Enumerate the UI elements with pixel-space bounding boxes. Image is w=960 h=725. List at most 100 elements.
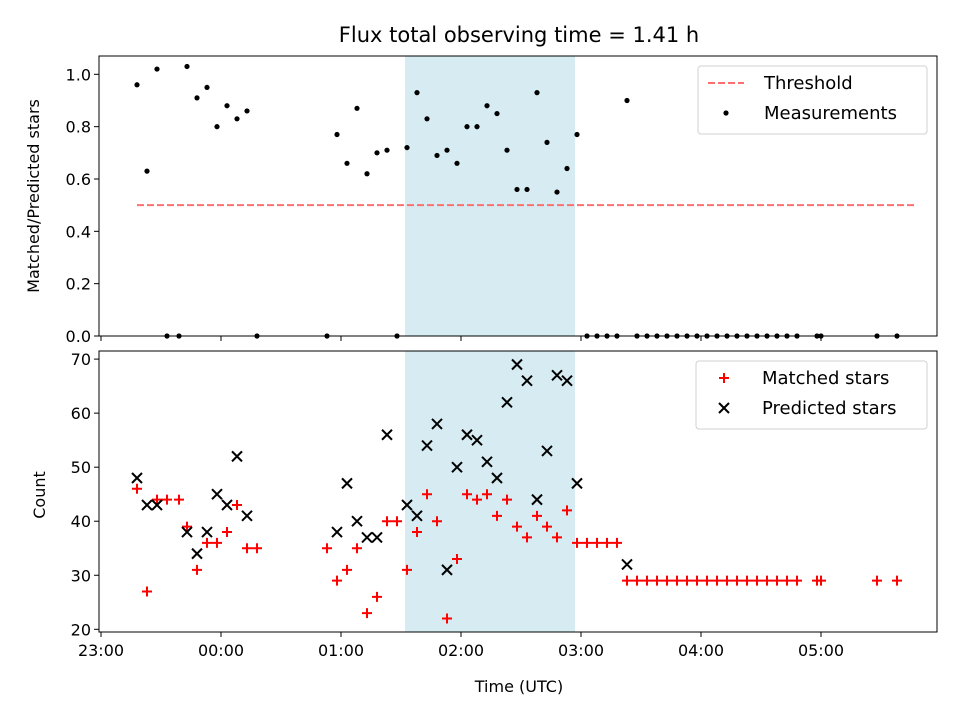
data-point <box>652 575 662 586</box>
data-point <box>521 375 533 387</box>
data-point <box>432 516 442 527</box>
bottom-panel: Count Time (UTC) 20 30 40 50 60 70 23:00 00:00 0… <box>30 350 938 696</box>
data-point <box>564 165 570 172</box>
data-point <box>181 526 193 538</box>
y-tick-label: 0.6 <box>66 170 91 189</box>
data-point <box>411 510 423 522</box>
shaded-interval <box>405 351 575 632</box>
data-point <box>501 396 513 409</box>
series-predicted-stars <box>131 358 633 576</box>
data-point <box>162 494 172 505</box>
data-point <box>562 505 572 516</box>
data-point <box>192 564 202 575</box>
data-point <box>492 510 502 521</box>
data-point <box>561 375 573 387</box>
data-point <box>534 90 540 96</box>
data-point <box>732 575 742 586</box>
data-point <box>494 110 500 117</box>
y-tick-label: 20 <box>71 620 91 639</box>
data-point <box>134 82 140 88</box>
data-point <box>484 103 490 109</box>
x-tick-label: 23:00 <box>78 641 124 660</box>
y-tick-label: 0.4 <box>66 222 91 241</box>
data-point <box>474 124 480 130</box>
data-point <box>354 105 360 111</box>
data-point <box>816 575 826 586</box>
data-point <box>201 526 213 538</box>
y-tick-label: 0.8 <box>66 118 91 137</box>
legend-measurements-swatch <box>723 110 729 116</box>
data-point <box>551 369 563 382</box>
data-point <box>592 537 602 548</box>
data-point <box>452 554 462 565</box>
data-point <box>154 66 160 72</box>
data-point <box>544 139 550 145</box>
data-point <box>531 493 543 506</box>
data-point <box>572 537 582 548</box>
data-point <box>331 526 343 538</box>
data-point <box>574 131 580 138</box>
data-point <box>571 477 583 490</box>
y-tick-label: 50 <box>71 458 91 477</box>
y-tick-label: 0.2 <box>66 275 91 294</box>
top-ylabel: Matched/Predicted stars <box>24 99 43 293</box>
data-point <box>621 558 633 571</box>
x-tick-label: 01:00 <box>318 641 364 660</box>
legend-label: Matched stars <box>762 368 889 389</box>
data-point <box>422 489 432 500</box>
legend-predicted-swatch <box>718 402 730 414</box>
data-point <box>332 575 342 586</box>
data-point <box>441 564 453 576</box>
data-point <box>512 521 522 532</box>
data-point <box>174 494 184 505</box>
y-tick-label: 70 <box>71 350 91 369</box>
data-point <box>204 84 210 91</box>
data-point <box>782 575 792 586</box>
data-point <box>392 516 402 527</box>
data-point <box>602 537 612 548</box>
data-point <box>141 499 153 511</box>
data-point <box>541 445 553 457</box>
data-point <box>334 131 340 138</box>
data-point <box>131 472 143 484</box>
data-point <box>214 124 220 130</box>
data-point <box>692 575 702 586</box>
x-tick-label: 03:00 <box>558 641 604 660</box>
data-point <box>341 477 353 490</box>
data-point <box>772 575 782 586</box>
x-tick-label: 00:00 <box>198 641 244 660</box>
data-point <box>444 147 450 153</box>
x-tick-label: 02:00 <box>438 641 484 660</box>
data-point <box>792 575 802 586</box>
data-point <box>244 108 250 114</box>
data-point <box>352 543 362 554</box>
data-point <box>144 168 150 174</box>
data-point <box>374 150 380 156</box>
data-point <box>514 186 520 193</box>
data-point <box>522 532 532 543</box>
legend: Matched stars Predicted stars <box>695 360 928 430</box>
data-point <box>742 575 752 586</box>
legend-label: Threshold <box>763 73 853 94</box>
x-tick-label: 05:00 <box>798 641 844 660</box>
data-point <box>424 116 430 122</box>
legend: Threshold Measurements <box>697 65 928 135</box>
data-point <box>872 575 882 586</box>
y-tick-label: 60 <box>71 404 91 423</box>
data-point <box>372 591 382 602</box>
data-point <box>381 429 393 441</box>
data-point <box>454 160 460 166</box>
data-point <box>532 510 542 521</box>
data-point <box>622 575 632 586</box>
data-point <box>224 103 230 109</box>
data-point <box>231 450 243 463</box>
data-point <box>152 494 162 505</box>
data-point <box>722 575 732 586</box>
data-point <box>612 537 622 548</box>
legend-label: Predicted stars <box>762 398 896 419</box>
data-point <box>361 531 373 544</box>
axes-frame <box>98 55 938 337</box>
data-point <box>504 147 510 153</box>
data-point <box>451 461 463 473</box>
